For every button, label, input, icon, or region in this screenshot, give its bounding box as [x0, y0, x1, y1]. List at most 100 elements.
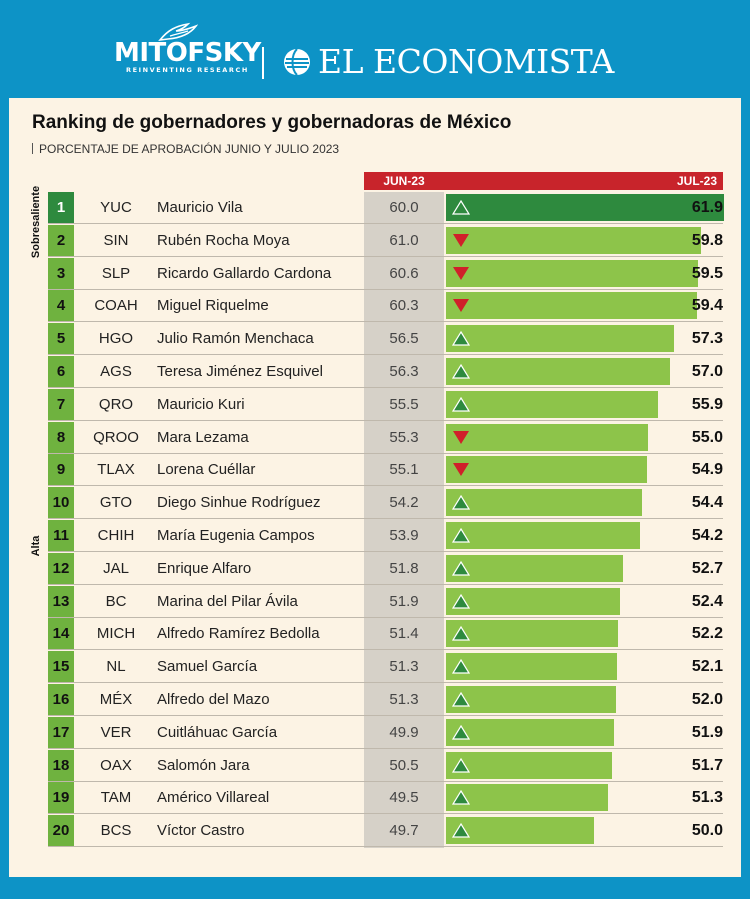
- jul-bar: [446, 686, 616, 713]
- jul-bar: [446, 751, 612, 779]
- governor-name: Miguel Riquelme: [157, 297, 269, 315]
- trend-down-icon: [453, 299, 469, 313]
- table-row: 8 QROO Mara Lezama 55.3 55.0: [48, 421, 723, 454]
- jun-value: 61.0: [389, 231, 419, 249]
- state-cell: BC: [105, 592, 127, 610]
- governor-name: Mauricio Vila: [157, 199, 243, 216]
- rank-cell: 9: [48, 454, 74, 486]
- trend-down-icon: [453, 266, 469, 280]
- governor-name: Teresa Jiménez Esquivel: [157, 363, 323, 380]
- jun-value: 49.5: [389, 789, 419, 807]
- jun-column-background: [364, 192, 444, 848]
- trend-up-icon: [452, 396, 470, 412]
- jun-value: 51.3: [389, 691, 419, 708]
- state-cell: QRO: [98, 395, 134, 413]
- rank-cell: 5: [48, 323, 74, 355]
- jun-value: 51.9: [389, 592, 419, 610]
- jun-value: 51.4: [389, 625, 419, 643]
- jul-value: 51.3: [691, 789, 723, 807]
- state-cell: TAM: [100, 789, 132, 807]
- jul-value: 51.7: [691, 756, 723, 774]
- governor-name: Marina del Pilar Ávila: [157, 592, 298, 610]
- jun-value: 56.5: [389, 330, 419, 348]
- governor-name: Enrique Alfaro: [157, 559, 252, 577]
- trend-up-icon: [452, 724, 470, 740]
- jun-value: 60.0: [389, 199, 419, 216]
- trend-up-icon: [452, 560, 470, 576]
- jun-value: 56.3: [389, 363, 419, 380]
- rank-cell: 10: [48, 487, 74, 519]
- governor-name: Lorena Cuéllar: [157, 461, 256, 479]
- jun-value: 49.9: [389, 723, 419, 741]
- state-cell: BCS: [100, 822, 132, 840]
- rank-cell: 20: [48, 815, 74, 847]
- trend-up-icon: [452, 659, 470, 674]
- jul-bar: [446, 259, 698, 287]
- rank-cell: 6: [48, 356, 74, 387]
- jun-value: 53.9: [389, 527, 419, 544]
- group-label-alta: Alta: [30, 535, 42, 557]
- rank-cell: 18: [48, 749, 74, 781]
- state-cell: CHIH: [97, 527, 135, 544]
- governor-name: Salomón Jara: [157, 756, 250, 774]
- state-cell: YUC: [100, 199, 132, 216]
- jun-column-header: JUN-23: [364, 172, 444, 190]
- jul-bar: [446, 325, 674, 353]
- trend-up-icon: [452, 527, 470, 543]
- jul-value: 52.0: [691, 691, 723, 708]
- jul-value: 52.4: [691, 592, 723, 610]
- mitofsky-tagline: REINVENTING RESEARCH: [125, 66, 249, 74]
- jul-value: 52.2: [691, 625, 723, 643]
- state-cell: TLAX: [97, 461, 135, 479]
- table-row: 13 BC Marina del Pilar Ávila 51.9 52.4: [48, 585, 723, 618]
- jun-value: 54.2: [389, 494, 419, 512]
- jul-bar: [446, 620, 618, 648]
- governor-name: Mara Lezama: [157, 428, 249, 446]
- jul-value: 59.5: [691, 264, 723, 282]
- rank-cell: 7: [48, 388, 74, 420]
- jul-value: 59.8: [691, 231, 723, 249]
- table-row: 1 YUC Mauricio Vila 60.0 61.9: [48, 192, 724, 224]
- governor-name: Samuel García: [157, 658, 258, 676]
- governor-name: Mauricio Kuri: [157, 395, 245, 413]
- governor-name: Ricardo Gallardo Cardona: [157, 264, 332, 282]
- jun-value: 55.5: [389, 395, 419, 413]
- table-row: 17 VER Cuitláhuac García 49.9 51.9: [48, 716, 723, 749]
- trend-down-icon: [453, 233, 469, 247]
- governor-name: Cuitláhuac García: [157, 723, 278, 741]
- jun-value: 51.3: [389, 658, 419, 676]
- table-row: 15 NL Samuel García 51.3 52.1: [48, 651, 723, 684]
- state-cell: SIN: [103, 231, 129, 249]
- table-row: 7 QRO Mauricio Kuri 55.5 55.9: [48, 388, 723, 421]
- governor-name: Alfredo Ramírez Bedolla: [157, 625, 320, 643]
- table-row: 18 OAX Salomón Jara 50.5 51.7: [48, 749, 723, 782]
- rank-cell: 8: [48, 421, 74, 453]
- rank-cell: 11: [48, 520, 74, 551]
- jul-value: 61.9: [691, 199, 723, 216]
- rank-cell: 13: [48, 585, 74, 617]
- jun-value: 60.3: [389, 297, 419, 315]
- rank-cell: 12: [48, 552, 74, 584]
- trend-up-icon: [452, 363, 470, 379]
- state-cell: MÉX: [99, 691, 133, 708]
- el-economista-logo: EL ECONOMISTA: [282, 42, 614, 81]
- rank-cell: 3: [48, 257, 74, 289]
- jul-value: 54.9: [691, 461, 723, 479]
- jun-value: 49.7: [389, 822, 419, 840]
- jul-value: 54.2: [691, 527, 723, 544]
- table-row: 12 JAL Enrique Alfaro 51.8 52.7: [48, 552, 723, 585]
- state-cell: GTO: [99, 494, 133, 512]
- table-row: 14 MICH Alfredo Ramírez Bedolla 51.4 52.2: [48, 618, 723, 651]
- trend-up-icon: [452, 331, 470, 346]
- globe-icon: [284, 47, 310, 76]
- jul-bar: [446, 390, 658, 418]
- rank-cell: 14: [48, 618, 74, 650]
- table-row: 16 MÉX Alfredo del Mazo 51.3 52.0: [48, 684, 723, 716]
- jul-value: 50.0: [691, 822, 723, 840]
- trend-up-icon: [452, 691, 470, 707]
- jul-bar: [446, 817, 594, 845]
- state-cell: HGO: [98, 330, 134, 348]
- jun-value: 50.5: [389, 756, 419, 774]
- bird-logo-icon: [158, 22, 198, 42]
- jul-bar: [446, 522, 640, 549]
